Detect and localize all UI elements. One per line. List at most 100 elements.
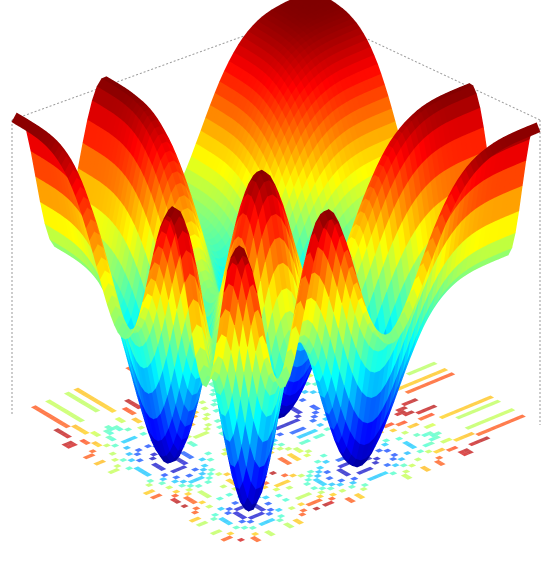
contour-cell: [389, 471, 398, 476]
contour-cell: [313, 473, 322, 478]
contour-cell: [430, 371, 439, 377]
contour-cell: [186, 483, 195, 488]
contour-cell: [232, 511, 241, 516]
contour-cell: [193, 516, 202, 521]
contour-cell: [187, 479, 196, 484]
contour-cell: [247, 515, 256, 520]
contour-cell: [82, 455, 91, 460]
contour-cell: [128, 411, 137, 416]
contour-cell: [442, 374, 451, 379]
contour-cell: [422, 443, 431, 448]
contour-cell: [275, 432, 285, 437]
contour-cell: [323, 427, 332, 432]
contour-cell: [196, 475, 206, 480]
contour-cell: [419, 408, 429, 413]
contour-cell: [273, 483, 282, 488]
contour-cell: [108, 408, 117, 413]
contour-cell: [409, 387, 418, 392]
contour-cell: [196, 490, 206, 495]
contour-cell: [460, 452, 470, 457]
contour-cell: [435, 455, 444, 460]
contour-cell: [179, 450, 188, 455]
contour-cell: [62, 424, 71, 429]
contour-cell: [70, 424, 80, 429]
contour-cell: [395, 422, 404, 427]
contour-cell: [69, 442, 78, 447]
contour-cell: [143, 472, 153, 477]
contour-cell: [455, 415, 464, 420]
contour-cell: [52, 417, 61, 422]
contour-cell: [343, 472, 352, 477]
contour-cell: [437, 447, 446, 452]
contour-cell: [88, 449, 97, 454]
contour-cell: [133, 466, 142, 471]
contour-cell: [246, 519, 255, 524]
contour-cell: [236, 537, 246, 542]
contour-cell: [291, 408, 300, 413]
contour-cell: [127, 400, 136, 405]
contour-cell: [344, 496, 353, 502]
contour-cell: [383, 448, 392, 453]
contour-cell: [200, 520, 209, 525]
contour-cell: [399, 463, 408, 468]
contour-cell: [252, 513, 261, 518]
contour-cell: [125, 466, 134, 471]
contour-cell: [292, 418, 301, 423]
contour-cell: [91, 398, 100, 403]
contour-cell: [507, 408, 516, 413]
contour-cell: [267, 517, 276, 523]
contour-cell: [190, 510, 200, 515]
contour-cell: [433, 459, 443, 464]
contour-cell: [429, 433, 438, 438]
contour-cell: [192, 434, 201, 439]
contour-cell: [231, 500, 240, 505]
contour-cell: [200, 463, 209, 468]
contour-cell: [186, 498, 195, 503]
contour-cell: [125, 409, 134, 414]
contour-cell: [432, 435, 441, 440]
contour-cell: [428, 422, 437, 428]
contour-cell: [372, 456, 381, 461]
contour-cell: [380, 471, 390, 476]
contour-cell: [34, 407, 43, 412]
contour-cell: [413, 385, 423, 390]
contour-cell: [312, 406, 321, 411]
contour-cell: [284, 461, 293, 466]
contour-cell: [149, 452, 159, 457]
contour-cell: [225, 478, 234, 483]
contour-cell: [517, 414, 526, 419]
contour-cell: [305, 473, 314, 478]
contour-cell: [462, 405, 471, 410]
contour-cell: [309, 418, 318, 423]
contour-cell: [123, 427, 133, 432]
contour-cell: [178, 483, 187, 488]
contour-cell: [200, 406, 209, 411]
contour-cell: [272, 487, 281, 492]
contour-cell: [397, 385, 406, 390]
contour-cell: [127, 458, 136, 463]
contour-cell: [90, 441, 100, 446]
contour-cell: [443, 413, 452, 418]
contour-cell: [93, 461, 102, 466]
contour-cell: [125, 437, 134, 442]
contour-cell: [395, 436, 404, 441]
contour-cell: [389, 428, 398, 433]
contour-cell: [220, 537, 229, 542]
contour-cell: [309, 390, 318, 395]
contour-cell: [325, 476, 334, 481]
contour-cell: [64, 444, 74, 449]
contour-cell: [326, 486, 335, 491]
contour-cell: [182, 453, 192, 458]
contour-cell: [405, 442, 414, 448]
contour-cell: [114, 417, 123, 422]
contour-cell: [474, 421, 483, 426]
contour-cell: [312, 506, 321, 511]
contour-cell: [235, 513, 244, 518]
contour-cell: [468, 442, 477, 447]
contour-cell: [423, 382, 432, 387]
contour-cell: [264, 501, 273, 506]
contour-cell: [80, 391, 89, 396]
contour-cell: [410, 369, 419, 374]
contour-cell: [262, 519, 272, 524]
